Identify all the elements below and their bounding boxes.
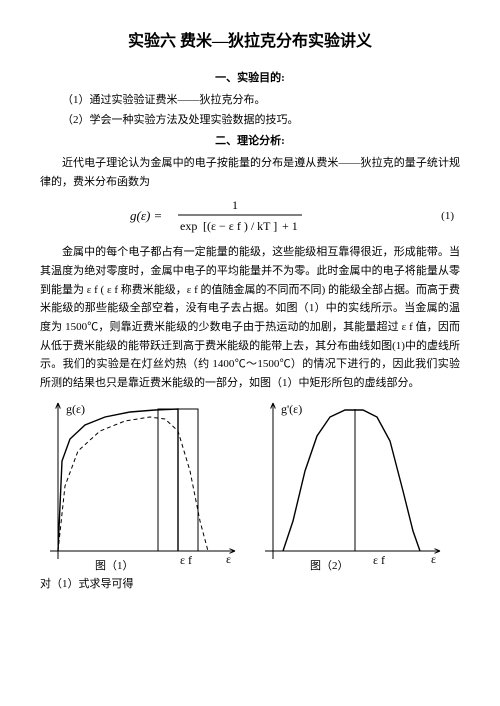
svg-text:ε f: ε f xyxy=(373,553,385,567)
formula-number: (1) xyxy=(441,207,460,226)
svg-text:g(ε): g(ε) xyxy=(66,402,85,416)
formula-denom-post: + 1 xyxy=(282,219,298,233)
formula-denom-inner: [(ε − ε f ) / kT ] xyxy=(203,219,277,233)
svg-text:ε: ε xyxy=(226,552,231,566)
paragraph-3: 对（1）式求导可得 xyxy=(40,575,460,594)
objective-2: （2）学会一种实验方法及处理实验数据的技巧。 xyxy=(40,111,460,130)
formula-denom-exp: exp xyxy=(180,219,197,233)
figure-2: g'(ε) ε ε f 图（2） xyxy=(255,401,460,571)
section-heading-2: 二、理论分析: xyxy=(40,132,460,151)
svg-text:ε f: ε f xyxy=(180,553,192,567)
formula-num-top: 1 xyxy=(232,198,238,212)
formula-lhs: g(ε) = xyxy=(130,208,162,223)
paragraph-1: 近代电子理论认为金属中的电子按能量的分布是遵从费米——狄拉克的量子统计规律的，费… xyxy=(40,154,460,191)
figures-row: g(ε) ε ε f 图（1） g'(ε) ε ε f 图（2） xyxy=(40,401,460,571)
section-heading-1: 一、实验目的: xyxy=(40,69,460,88)
paragraph-2: 金属中的每个电子都占有一定能量的能级，这些能级相互靠得很近，形成能带。当其温度为… xyxy=(40,243,460,393)
figure-1: g(ε) ε ε f 图（1） xyxy=(40,401,245,571)
formula-1: g(ε) = 1 exp [(ε − ε f ) / kT ] + 1 (1) xyxy=(40,197,460,235)
svg-text:图（1）: 图（1） xyxy=(95,559,134,571)
svg-text:图（2）: 图（2） xyxy=(310,559,349,571)
objective-1: （1）通过实验验证费米——狄拉克分布。 xyxy=(40,91,460,110)
svg-text:g'(ε): g'(ε) xyxy=(281,402,302,416)
svg-text:ε: ε xyxy=(431,552,436,566)
figure-1-svg: g(ε) ε ε f 图（1） xyxy=(40,401,240,571)
formula-svg: g(ε) = 1 exp [(ε − ε f ) / kT ] + 1 xyxy=(130,197,310,235)
figure-2-svg: g'(ε) ε ε f 图（2） xyxy=(255,401,445,571)
page-title: 实验六 费米—狄拉克分布实验讲义 xyxy=(40,28,460,55)
